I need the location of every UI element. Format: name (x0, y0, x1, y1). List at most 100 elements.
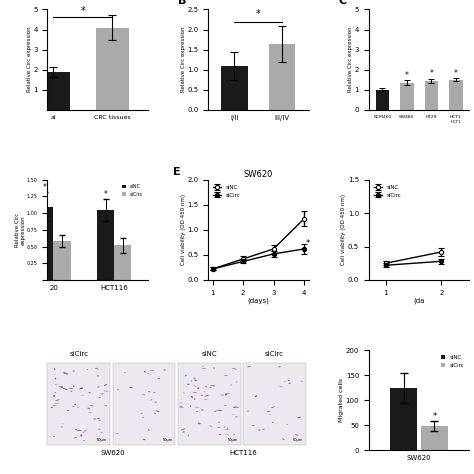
Ellipse shape (69, 388, 73, 389)
Ellipse shape (226, 393, 230, 394)
Ellipse shape (288, 380, 290, 381)
Ellipse shape (65, 389, 67, 390)
Ellipse shape (210, 385, 212, 386)
Text: *: * (405, 71, 409, 80)
Bar (400, 82, 413, 109)
Ellipse shape (182, 407, 183, 408)
Ellipse shape (182, 392, 185, 393)
Ellipse shape (220, 394, 224, 396)
Ellipse shape (98, 428, 100, 429)
Ellipse shape (148, 391, 150, 392)
Text: HCT1: HCT1 (450, 119, 461, 124)
Ellipse shape (64, 389, 66, 390)
Ellipse shape (100, 432, 102, 433)
Ellipse shape (61, 427, 63, 428)
Ellipse shape (97, 386, 100, 388)
Ellipse shape (212, 385, 215, 386)
Ellipse shape (55, 392, 56, 393)
Ellipse shape (97, 375, 100, 376)
Ellipse shape (201, 409, 204, 410)
Ellipse shape (247, 410, 248, 412)
Ellipse shape (55, 384, 58, 385)
Ellipse shape (201, 395, 203, 396)
Ellipse shape (234, 407, 239, 408)
Ellipse shape (90, 405, 94, 406)
Ellipse shape (205, 386, 207, 388)
Ellipse shape (99, 419, 101, 420)
Ellipse shape (63, 372, 66, 373)
Text: 50µm: 50µm (293, 438, 303, 442)
Ellipse shape (187, 384, 190, 385)
Ellipse shape (236, 382, 237, 383)
Ellipse shape (140, 413, 143, 414)
Ellipse shape (219, 422, 220, 423)
Ellipse shape (271, 407, 275, 408)
Ellipse shape (54, 436, 55, 437)
Ellipse shape (79, 388, 83, 389)
Ellipse shape (232, 368, 237, 369)
Ellipse shape (96, 438, 100, 439)
Ellipse shape (150, 399, 153, 401)
Bar (390, 388, 417, 450)
Text: C: C (339, 0, 347, 7)
Ellipse shape (77, 407, 79, 408)
Y-axis label: Relative Circ expression: Relative Circ expression (348, 27, 353, 92)
Y-axis label: Relative Circ expression: Relative Circ expression (27, 27, 32, 92)
Bar (421, 426, 448, 450)
Bar (113, 363, 175, 445)
Bar (36, 207, 54, 280)
Text: *: * (432, 412, 437, 421)
Text: *: * (104, 190, 108, 199)
Ellipse shape (54, 368, 55, 370)
Ellipse shape (83, 440, 85, 441)
Y-axis label: Cell viability (OD 450 nm): Cell viability (OD 450 nm) (181, 194, 186, 265)
Legend: siNC, siCirc: siNC, siCirc (211, 182, 243, 200)
Bar (425, 81, 438, 109)
Ellipse shape (64, 373, 65, 374)
Ellipse shape (129, 387, 133, 388)
Ellipse shape (74, 403, 76, 405)
Bar (243, 363, 306, 445)
Text: *: * (429, 69, 433, 78)
Ellipse shape (217, 427, 221, 428)
Ellipse shape (198, 422, 201, 424)
Ellipse shape (80, 434, 82, 437)
Ellipse shape (225, 405, 227, 406)
Ellipse shape (75, 429, 78, 431)
Ellipse shape (179, 406, 182, 408)
Ellipse shape (235, 416, 237, 418)
X-axis label: (days): (days) (247, 297, 269, 303)
Ellipse shape (98, 397, 100, 398)
Ellipse shape (148, 429, 150, 431)
Bar (97, 210, 114, 280)
Ellipse shape (224, 427, 226, 428)
Ellipse shape (283, 381, 286, 382)
Ellipse shape (142, 394, 146, 395)
Ellipse shape (279, 386, 284, 387)
Ellipse shape (157, 378, 160, 379)
Ellipse shape (268, 414, 272, 415)
Ellipse shape (282, 438, 284, 440)
Ellipse shape (252, 425, 255, 426)
Ellipse shape (116, 433, 118, 434)
Ellipse shape (67, 410, 69, 411)
Ellipse shape (224, 429, 230, 430)
Ellipse shape (65, 373, 68, 374)
Ellipse shape (300, 381, 303, 382)
Ellipse shape (196, 411, 198, 412)
Text: 50µm: 50µm (228, 438, 238, 442)
Ellipse shape (214, 410, 217, 412)
Ellipse shape (286, 424, 288, 425)
Ellipse shape (153, 392, 155, 393)
Legend: siNC, siCirc: siNC, siCirc (120, 182, 146, 199)
Ellipse shape (295, 434, 299, 436)
Ellipse shape (233, 434, 235, 435)
Ellipse shape (87, 369, 88, 370)
Ellipse shape (210, 387, 211, 388)
Ellipse shape (55, 400, 60, 401)
Ellipse shape (149, 370, 154, 371)
Ellipse shape (80, 388, 83, 389)
Ellipse shape (219, 410, 221, 411)
Ellipse shape (51, 407, 53, 408)
Title: SW620: SW620 (244, 170, 273, 179)
